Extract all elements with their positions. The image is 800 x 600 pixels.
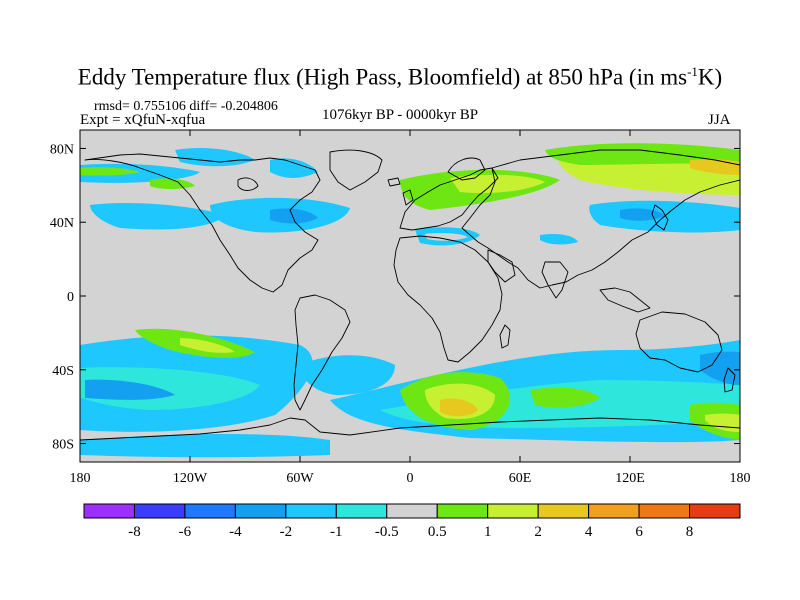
colorbar: -8 -6 -4 -2 -1 -0.5 0.5 1 2 4 6 8 xyxy=(83,503,741,540)
colorbar-label: 4 xyxy=(585,524,593,540)
north-atlantic-dark-patch xyxy=(270,208,318,224)
british-isles xyxy=(402,189,414,206)
colorbar-label: 6 xyxy=(635,524,643,540)
colorbar-label: 2 xyxy=(534,524,542,540)
colorbar-box xyxy=(386,503,438,519)
new-zealand-coast xyxy=(723,367,736,393)
eurasia-arctic-green xyxy=(545,143,740,165)
greenland-blue xyxy=(270,158,318,178)
north-africa-gray-hole xyxy=(425,233,468,241)
madagascar-coast xyxy=(499,324,511,349)
southeast-asia-islands xyxy=(599,287,651,313)
south-indian-green-2 xyxy=(530,387,600,408)
colorbar-box xyxy=(285,503,337,519)
latitude-axis: 80N 40N 0 40S 80S xyxy=(50,142,740,453)
lat-tick-label: 40N xyxy=(50,216,74,231)
arctic-canada-blue xyxy=(175,148,255,167)
north-arctic-green-west xyxy=(80,167,140,176)
japan-coast xyxy=(651,204,669,231)
siberia-orange-patch xyxy=(690,159,740,175)
lon-tick-label: 180 xyxy=(730,471,751,486)
colorbar-box xyxy=(588,503,640,519)
chart-title: Eddy Temperature flux (High Pass, Bloomf… xyxy=(0,58,800,92)
scandinavia-coast xyxy=(447,157,486,181)
australia-coast xyxy=(635,311,723,373)
africa-coast xyxy=(393,235,503,363)
colorbar-label: -4 xyxy=(229,524,242,540)
lon-tick-label: 60W xyxy=(286,471,314,486)
colorbar-label: -0.5 xyxy=(375,524,399,540)
coastlines xyxy=(80,149,740,441)
asia-coast xyxy=(461,149,740,289)
south-indian-orange-patch xyxy=(440,398,478,417)
central-pacific-blue-spots xyxy=(540,233,578,245)
lat-tick-label: 80N xyxy=(50,142,74,157)
lon-tick-label: 180 xyxy=(70,471,91,486)
india-coast xyxy=(541,261,569,299)
lon-tick-label: 0 xyxy=(407,471,414,486)
north-pacific-blue xyxy=(90,203,225,230)
colorbar-label: -6 xyxy=(179,524,192,540)
colorbar-label: -8 xyxy=(128,524,141,540)
south-atlantic-blue-region xyxy=(300,355,395,395)
lat-tick-label: 40S xyxy=(52,364,74,379)
colorbar-box xyxy=(184,503,236,519)
north-america-green xyxy=(150,178,195,189)
lat-tick-label: 80S xyxy=(52,438,74,453)
rmsd-diff-label: rmsd= 0.755106 diff= -0.204806 xyxy=(94,99,278,114)
lat-tick-label: 0 xyxy=(67,290,74,305)
title-main: Eddy Temperature flux (High Pass, Bloomf… xyxy=(77,64,688,90)
title-unit-exponent: -1 xyxy=(687,64,698,79)
greenland-coast xyxy=(329,149,383,191)
north-america-coast xyxy=(84,153,321,293)
south-america-coast xyxy=(293,294,351,411)
antarctica-coast xyxy=(80,417,740,441)
colorbar-box xyxy=(689,503,741,519)
shaded-regions xyxy=(80,143,740,458)
europe-yellow-band xyxy=(450,174,545,194)
iceland xyxy=(387,177,401,187)
colorbar-label: 1 xyxy=(484,524,492,540)
longitude-axis: 180 120W 60W 0 60E 120E 180 xyxy=(70,130,751,486)
colorbar-label: 0.5 xyxy=(428,524,447,540)
period-label: 1076kyr BP - 0000kyr BP xyxy=(322,107,479,123)
map-plot xyxy=(80,130,740,462)
lon-tick-label: 60E xyxy=(509,471,532,486)
tasman-blue-patch xyxy=(700,351,740,385)
season-label: JJA xyxy=(708,112,731,128)
colorbar-label: 8 xyxy=(686,524,694,540)
south-pacific-dark-patch xyxy=(85,379,175,400)
colorbar-box xyxy=(537,503,590,519)
colorbar-box xyxy=(335,503,388,519)
colorbar-label: -2 xyxy=(280,524,293,540)
south-pacific-yellow-patch xyxy=(180,338,235,353)
hudson-bay xyxy=(237,177,259,191)
lon-tick-label: 120E xyxy=(615,471,645,486)
arabia-coast xyxy=(487,249,516,283)
title-unit-end: K) xyxy=(697,64,723,90)
colorbar-box xyxy=(234,503,287,519)
colorbar-box xyxy=(436,503,489,519)
antarctic-coast-band xyxy=(80,434,330,458)
colorbar-box xyxy=(133,503,186,519)
lon-tick-label: 120W xyxy=(173,471,208,486)
europe-coast xyxy=(399,167,499,231)
colorbar-box xyxy=(487,503,539,519)
colorbar-label: -1 xyxy=(330,524,343,540)
experiment-label: Expt = xQfuN-xqfua xyxy=(80,112,206,128)
colorbar-box xyxy=(83,503,135,519)
colorbar-box xyxy=(638,503,691,519)
